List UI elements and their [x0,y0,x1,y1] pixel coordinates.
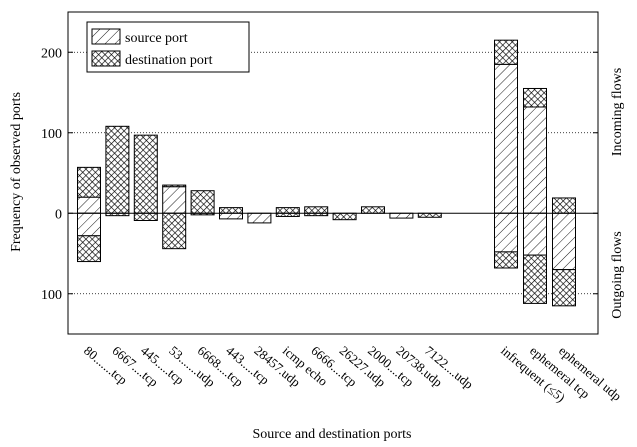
bar-incoming-destination [304,206,329,214]
bar-outgoing-source [523,212,547,256]
legend-label-destination-port: destination port [125,53,213,68]
x-axis-title: Source and destination ports [252,427,411,442]
legend-swatch-destination-port [91,50,121,67]
legend-label-source-port: source port [125,31,188,46]
bar-outgoing-source [552,212,576,271]
bar-outgoing-source [247,212,272,224]
bar-incoming-source [162,186,187,214]
bar-outgoing-destination [332,212,357,221]
legend: source port destination port [86,21,250,73]
bar-outgoing-destination [494,251,518,269]
incoming-flows-label: Incoming flows [610,68,625,156]
bar-outgoing-destination [162,212,187,250]
y-tick-label: 200 [41,46,62,61]
bar-incoming-destination [133,134,158,214]
bar-incoming-source [523,106,547,214]
bar-incoming-destination [523,87,547,108]
bar-outgoing-destination [552,269,576,307]
y-tick-label: 100 [41,127,62,142]
bar-outgoing-destination [417,212,442,218]
bar-incoming-destination [162,184,187,188]
bar-outgoing-source [219,212,243,220]
bar-incoming-source [77,196,101,214]
bar-incoming-destination [361,206,385,214]
bar-outgoing-source [77,212,101,237]
y-axis: 200 100 0 100 [41,46,598,303]
bars [77,39,576,307]
bar-incoming-destination [219,207,243,214]
bar-incoming-destination [552,197,576,214]
bar-incoming-destination [105,125,130,214]
bar-incoming-source [494,63,518,214]
bar-outgoing-destination [77,235,101,263]
plot-frame [67,11,599,335]
bar-incoming-destination [190,190,215,214]
bar-incoming-destination [275,207,300,214]
y-axis-title: Frequency of observed ports [9,92,24,252]
bar-outgoing-source [494,212,518,253]
legend-swatch-source-port [91,28,121,45]
x-axis: 80.......tcp6667....tcp445.....tcp53....… [81,343,625,405]
bar-outgoing-source [389,212,414,219]
y-tick-label: 100 [41,288,62,303]
outgoing-flows-label: Outgoing flows [610,231,625,319]
y-tick-label: 0 [55,207,62,222]
bar-outgoing-destination [133,212,158,221]
bar-incoming-destination [494,39,518,65]
bar-outgoing-destination [523,254,547,304]
bar-incoming-destination [77,166,101,198]
